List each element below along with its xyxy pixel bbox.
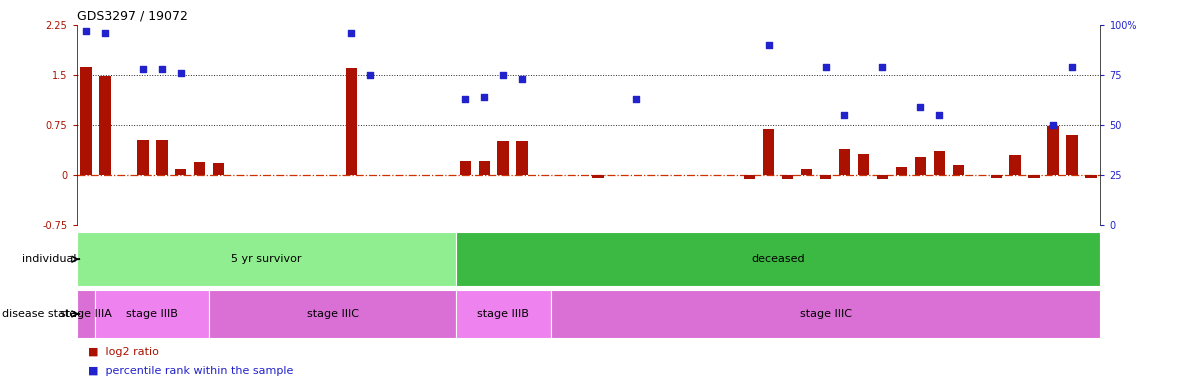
Text: individual: individual — [22, 254, 77, 264]
Point — [153, 66, 172, 72]
Bar — [194, 162, 206, 175]
Text: stage IIIC: stage IIIC — [306, 309, 359, 319]
Text: 5 yr survivor: 5 yr survivor — [231, 254, 301, 264]
Point — [513, 76, 532, 82]
Point — [343, 30, 361, 36]
Text: stage IIIC: stage IIIC — [799, 309, 851, 319]
Text: stage IIIA: stage IIIA — [60, 309, 112, 319]
Bar — [99, 76, 111, 175]
Bar — [138, 140, 148, 175]
Bar — [858, 154, 869, 175]
Point — [1044, 122, 1063, 128]
Bar — [479, 161, 490, 175]
Point — [172, 70, 191, 76]
Text: stage IIIB: stage IIIB — [126, 309, 178, 319]
Bar — [744, 175, 756, 179]
Bar — [517, 141, 527, 175]
Bar — [346, 68, 357, 175]
Bar — [933, 151, 945, 175]
Point — [361, 72, 380, 78]
Bar — [800, 169, 812, 175]
Bar — [1085, 175, 1097, 178]
Bar — [459, 161, 471, 175]
Bar — [80, 67, 92, 175]
Bar — [77, 290, 95, 338]
Text: GDS3297 / 19072: GDS3297 / 19072 — [77, 9, 187, 22]
Bar — [1029, 175, 1039, 178]
Point — [95, 30, 114, 36]
Bar — [455, 232, 1100, 286]
Point — [873, 64, 892, 70]
Bar — [455, 290, 551, 338]
Bar — [1010, 155, 1020, 175]
Bar — [210, 290, 455, 338]
Bar — [952, 166, 964, 175]
Bar — [915, 157, 926, 175]
Bar — [592, 175, 604, 178]
Bar — [1048, 126, 1059, 175]
Point — [474, 94, 493, 100]
Bar — [498, 141, 508, 175]
Text: stage IIIB: stage IIIB — [477, 309, 530, 319]
Bar — [157, 140, 167, 175]
Bar — [551, 290, 1100, 338]
Text: deceased: deceased — [751, 254, 805, 264]
Text: ■  percentile rank within the sample: ■ percentile rank within the sample — [88, 366, 293, 376]
Point — [626, 96, 645, 102]
Bar — [782, 175, 793, 179]
Point — [834, 112, 853, 118]
Point — [494, 72, 513, 78]
Bar — [991, 175, 1002, 178]
Point — [1063, 64, 1082, 70]
Bar — [820, 175, 831, 179]
Bar — [896, 167, 907, 175]
Text: ■  log2 ratio: ■ log2 ratio — [88, 347, 159, 357]
Bar — [839, 149, 850, 175]
Bar — [77, 232, 455, 286]
Bar — [763, 129, 774, 175]
Point — [133, 66, 152, 72]
Point — [911, 104, 930, 110]
Point — [816, 64, 834, 70]
Bar — [1066, 135, 1078, 175]
Bar — [175, 169, 186, 175]
Bar — [213, 163, 225, 175]
Point — [455, 96, 474, 102]
Point — [930, 112, 949, 118]
Bar — [95, 290, 210, 338]
Point — [77, 28, 95, 34]
Bar — [877, 175, 889, 179]
Point — [759, 42, 778, 48]
Text: disease state: disease state — [2, 309, 77, 319]
